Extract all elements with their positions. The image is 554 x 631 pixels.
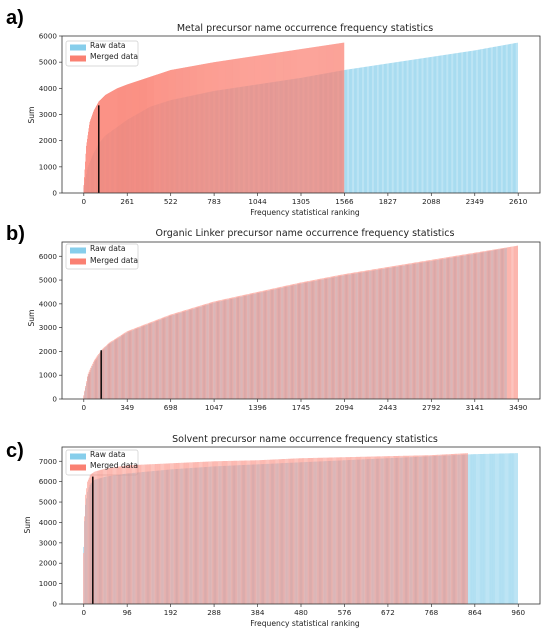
x-tick-label-a: 783 bbox=[207, 197, 221, 206]
legend-swatch-merged-c bbox=[70, 464, 86, 471]
x-tick-label-b: 349 bbox=[120, 403, 134, 412]
legend-label-merged-b: Merged data bbox=[90, 256, 138, 265]
x-axis-label-c: Frequency statistical ranking bbox=[250, 619, 360, 628]
series-merged-bars-c bbox=[83, 453, 468, 604]
y-tick-label-a: 1000 bbox=[39, 162, 58, 171]
chart-title-a: Metal precursor name occurrence frequenc… bbox=[177, 23, 433, 34]
legend-swatch-raw-a bbox=[70, 44, 86, 51]
x-tick-label-c: 96 bbox=[123, 608, 133, 617]
x-tick-label-b: 2792 bbox=[422, 403, 440, 412]
y-tick-label-b: 5000 bbox=[39, 276, 58, 285]
y-tick-label-c: 5000 bbox=[39, 498, 58, 507]
x-tick-label-a: 2610 bbox=[509, 197, 528, 206]
x-tick-label-a: 2088 bbox=[422, 197, 441, 206]
x-tick-label-a: 1566 bbox=[335, 197, 354, 206]
chart-title-b: Organic Linker precursor name occurrence… bbox=[156, 228, 455, 239]
x-tick-label-c: 384 bbox=[251, 608, 265, 617]
x-tick-label-b: 698 bbox=[164, 403, 178, 412]
y-tick-label-b: 1000 bbox=[39, 371, 58, 380]
legend-label-merged-c: Merged data bbox=[90, 461, 138, 470]
x-tick-label-c: 768 bbox=[425, 608, 439, 617]
x-tick-label-b: 1047 bbox=[205, 403, 223, 412]
legend-label-merged-a: Merged data bbox=[90, 52, 138, 61]
y-tick-label-c: 3000 bbox=[39, 538, 58, 547]
chart-panel-b: b) Organic Linker precursor name occurre… bbox=[6, 223, 541, 412]
y-tick-label-c: 0 bbox=[52, 600, 57, 609]
chart-title-c: Solvent precursor name occurrence freque… bbox=[172, 434, 438, 445]
chart-panel-c: c) Solvent precursor name occurrence fre… bbox=[6, 434, 541, 628]
x-tick-label-c: 960 bbox=[511, 608, 525, 617]
x-tick-label-a: 1044 bbox=[248, 197, 267, 206]
y-tick-label-a: 6000 bbox=[39, 32, 58, 41]
panel-label-c: c) bbox=[6, 440, 24, 462]
y-tick-label-c: 2000 bbox=[39, 559, 58, 568]
x-tick-label-c: 192 bbox=[164, 608, 178, 617]
x-axis-label-a: Frequency statistical ranking bbox=[250, 208, 360, 217]
y-tick-label-a: 2000 bbox=[39, 136, 58, 145]
x-tick-label-b: 1745 bbox=[292, 403, 310, 412]
x-tick-label-a: 2349 bbox=[466, 197, 485, 206]
x-tick-label-c: 288 bbox=[207, 608, 221, 617]
y-tick-label-a: 3000 bbox=[39, 110, 58, 119]
x-tick-label-b: 2443 bbox=[379, 403, 397, 412]
y-axis-label-b: Sum bbox=[27, 309, 36, 326]
legend-swatch-merged-b bbox=[70, 258, 86, 265]
x-tick-label-a: 1827 bbox=[379, 197, 397, 206]
y-tick-label-c: 6000 bbox=[39, 477, 58, 486]
x-tick-label-a: 1305 bbox=[292, 197, 310, 206]
x-tick-label-b: 0 bbox=[81, 403, 86, 412]
y-tick-label-b: 6000 bbox=[39, 252, 58, 261]
legend-swatch-merged-a bbox=[70, 55, 86, 62]
series-merged-bars-b bbox=[83, 245, 518, 399]
y-tick-label-a: 0 bbox=[52, 189, 57, 198]
legend-swatch-raw-c bbox=[70, 453, 86, 460]
legend-label-raw-b: Raw data bbox=[90, 244, 126, 253]
y-tick-label-b: 0 bbox=[52, 395, 57, 404]
x-tick-label-a: 522 bbox=[164, 197, 178, 206]
x-tick-label-b: 3141 bbox=[466, 403, 484, 412]
x-tick-label-b: 2094 bbox=[335, 403, 354, 412]
x-tick-label-a: 0 bbox=[82, 197, 87, 206]
y-tick-label-b: 2000 bbox=[39, 347, 58, 356]
legend-label-raw-a: Raw data bbox=[90, 41, 126, 50]
y-tick-label-b: 4000 bbox=[39, 299, 58, 308]
x-tick-label-c: 576 bbox=[338, 608, 352, 617]
panel-label-a: a) bbox=[6, 7, 24, 29]
y-axis-label-a: Sum bbox=[27, 106, 36, 123]
legend-label-raw-c: Raw data bbox=[90, 450, 126, 459]
x-tick-label-c: 0 bbox=[81, 608, 86, 617]
y-tick-label-b: 3000 bbox=[39, 323, 58, 332]
chart-panel-a: a) Metal precursor name occurrence frequ… bbox=[6, 7, 541, 217]
x-tick-label-a: 261 bbox=[120, 197, 134, 206]
y-tick-label-c: 4000 bbox=[39, 518, 58, 527]
y-axis-label-c: Sum bbox=[23, 516, 32, 533]
y-tick-label-c: 7000 bbox=[39, 457, 58, 466]
legend-swatch-raw-b bbox=[70, 247, 86, 254]
x-tick-label-c: 480 bbox=[294, 608, 308, 617]
x-tick-label-b: 1396 bbox=[248, 403, 267, 412]
y-tick-label-a: 5000 bbox=[39, 58, 58, 67]
y-tick-label-a: 4000 bbox=[39, 84, 58, 93]
y-tick-label-c: 1000 bbox=[39, 579, 58, 588]
panel-label-b: b) bbox=[6, 223, 25, 245]
x-tick-label-c: 672 bbox=[381, 608, 395, 617]
series-merged-bars-a bbox=[83, 42, 345, 193]
x-tick-label-b: 3490 bbox=[509, 403, 528, 412]
x-tick-label-c: 864 bbox=[468, 608, 482, 617]
